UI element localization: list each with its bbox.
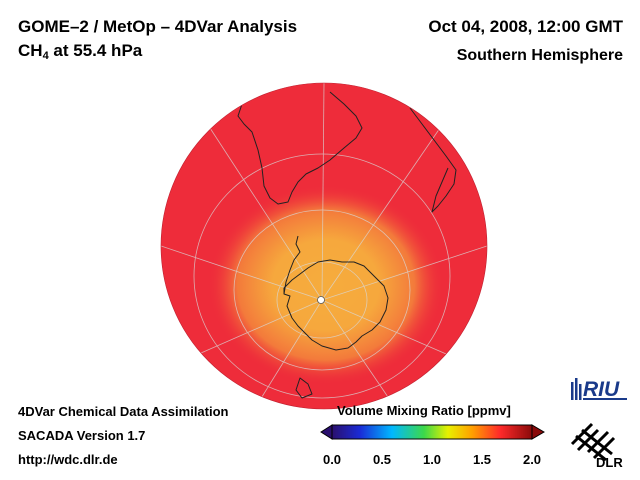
globe-outline — [160, 82, 488, 410]
graticule — [161, 83, 487, 401]
version-label: SACADA Version 1.7 — [18, 428, 146, 443]
hemisphere-label: Southern Hemisphere — [456, 47, 623, 64]
colorbar-tick-label: 2.0 — [522, 452, 542, 467]
australia-coastline — [295, 377, 313, 399]
colorbar-gradient — [331, 424, 533, 440]
species-subscript: 4 — [42, 50, 49, 62]
colorbar — [320, 424, 545, 440]
africa-coastline — [409, 107, 457, 213]
coastlines — [231, 91, 477, 399]
colorbar-tick-label: 1.0 — [422, 452, 442, 467]
website-link[interactable]: http://wdc.dlr.de — [18, 452, 118, 467]
south-pole-marker — [317, 296, 325, 304]
analysis-title: GOME–2 / MetOp – 4DVar Analysis — [18, 17, 298, 36]
colorbar-tick-label: 0.5 — [372, 452, 392, 467]
pressure-level: at 55.4 hPa — [48, 41, 143, 60]
species-level-title: CH4 at 55.4 hPa — [18, 41, 142, 62]
species-name: CH — [18, 41, 43, 60]
colorbar-low-arrow — [320, 424, 333, 440]
dlr-logo: DLR — [570, 422, 623, 470]
dlr-logo-text: DLR — [596, 455, 623, 470]
colorbar-high-arrow — [531, 424, 545, 440]
analysis-datetime: Oct 04, 2008, 12:00 GMT — [428, 17, 623, 36]
south-america-coastline — [231, 91, 363, 205]
colorbar-tick-label: 0.0 — [322, 452, 342, 467]
assimilation-label: 4DVar Chemical Data Assimilation — [18, 404, 229, 419]
colorbar-title: Volume Mixing Ratio [ppmv] — [337, 403, 511, 418]
riu-logo-text: RIU — [583, 378, 620, 401]
polar-anomaly — [208, 185, 444, 385]
colorbar-tick-label: 1.5 — [472, 452, 492, 467]
riu-logo: RIU — [571, 378, 627, 401]
antarctic-peninsula-coastline — [283, 235, 301, 295]
antarctica-coastline — [283, 259, 389, 351]
